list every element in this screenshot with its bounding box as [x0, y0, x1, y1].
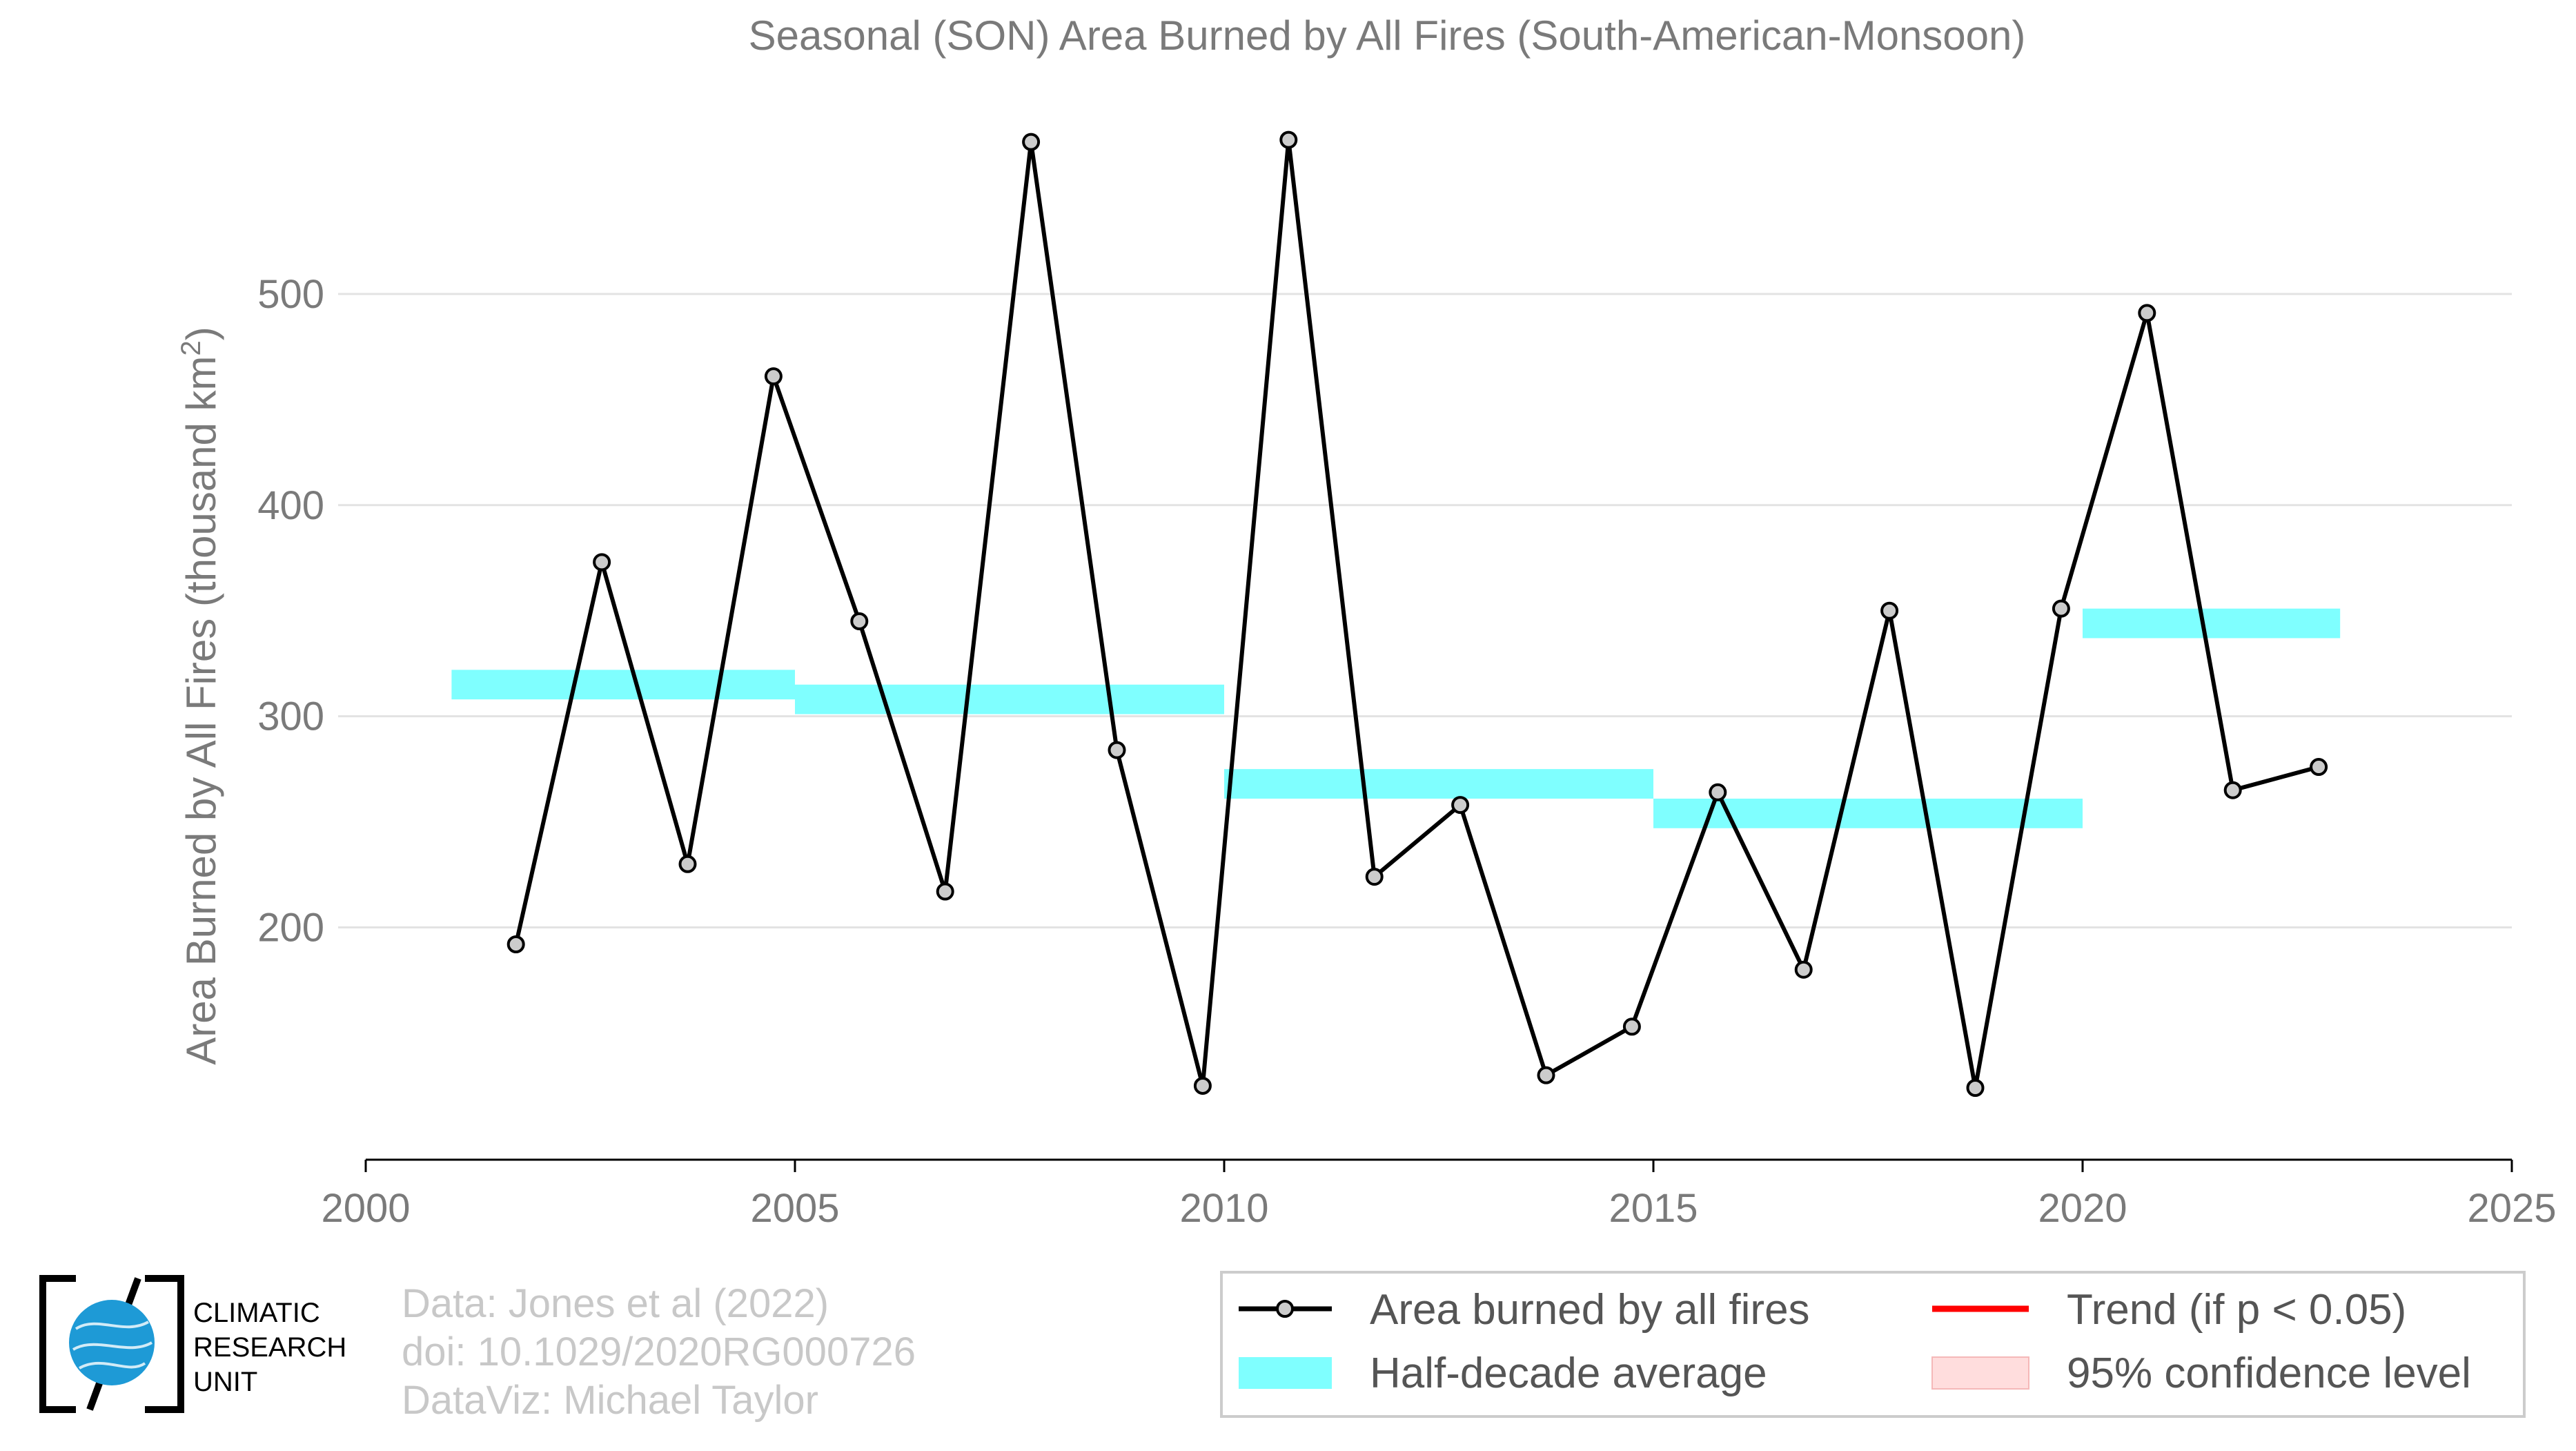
y-axis-label-close: ) — [178, 327, 224, 340]
data-point-11 — [1451, 796, 1470, 815]
data-point-7 — [1108, 741, 1126, 759]
data-point-2 — [678, 855, 697, 873]
chart-title: Seasonal (SON) Area Burned by All Fires … — [749, 12, 2026, 59]
logo-line-1: CLIMATIC — [193, 1298, 320, 1328]
legend: Area burned by all fires Trend (if p < 0… — [1220, 1271, 2526, 1418]
data-point-3 — [764, 367, 783, 386]
data-point-0 — [507, 935, 525, 953]
half-decade-band-4 — [2083, 608, 2341, 639]
logo-line-3: UNIT — [193, 1367, 257, 1397]
x-tick-label-2000: 2000 — [321, 1186, 410, 1231]
data-point-10 — [1365, 868, 1384, 886]
data-point-20 — [2223, 781, 2242, 799]
data-point-4 — [850, 612, 869, 630]
data-point-9 — [1279, 130, 1298, 149]
legend-label-half-decade: Half-decade average — [1370, 1350, 1767, 1397]
credit-dataviz: DataViz: Michael Taylor — [402, 1378, 818, 1423]
data-point-8 — [1193, 1076, 1212, 1095]
data-point-14 — [1709, 783, 1727, 801]
y-axis-label-main: Area Burned by All Fires (thousand km — [178, 356, 224, 1065]
data-point-5 — [936, 882, 954, 901]
y-tick-label-400: 400 — [257, 483, 324, 528]
data-point-12 — [1537, 1066, 1555, 1084]
data-point-13 — [1622, 1017, 1641, 1036]
logo-line-2: RESEARCH — [193, 1332, 346, 1363]
half-decade-band-1 — [795, 684, 1224, 714]
legend-box — [1220, 1271, 2526, 1418]
data-point-18 — [2052, 599, 2070, 618]
y-tick-label-500: 500 — [257, 272, 324, 317]
y-axis-label-sup: 2 — [176, 340, 206, 356]
y-axis-ticks: 200 300 400 500 — [257, 272, 324, 951]
area-burned-line — [513, 137, 2319, 1090]
legend-swatch-half-decade — [1239, 1357, 1332, 1389]
half-decade-band-3 — [1653, 798, 2083, 828]
x-tick-label-2005: 2005 — [750, 1186, 839, 1231]
x-tick-label-2025: 2025 — [2467, 1186, 2556, 1231]
y-axis-label: Area Burned by All Fires (thousand km2) — [176, 327, 224, 1064]
data-point-16 — [1880, 601, 1899, 620]
y-tick-label-200: 200 — [257, 906, 324, 951]
legend-swatch-confidence — [1931, 1356, 2029, 1390]
cru-logo: CLIMATIC RESEARCH UNIT — [39, 1275, 346, 1413]
legend-label-confidence: 95% confidence level — [2067, 1350, 2471, 1397]
legend-label-area-burned: Area burned by all fires — [1370, 1286, 1810, 1334]
data-point-15 — [1794, 960, 1813, 979]
globe-icon — [69, 1300, 155, 1385]
legend-marker-area-burned — [1276, 1300, 1294, 1318]
area-burned-series — [507, 130, 2328, 1097]
globe-lines — [72, 1321, 153, 1370]
half-decade-band-0 — [451, 670, 795, 700]
half-decade-band-2 — [1224, 769, 1653, 799]
data-point-1 — [593, 553, 611, 572]
legend-label-trend: Trend (if p < 0.05) — [2067, 1286, 2406, 1334]
logo-bracket-right — [145, 1275, 184, 1413]
x-tick-label-2020: 2020 — [2038, 1186, 2127, 1231]
credit-data-source: Data: Jones et al (2022) — [402, 1281, 829, 1326]
data-point-6 — [1022, 133, 1041, 151]
logo-bracket-left — [39, 1275, 76, 1413]
data-point-17 — [1966, 1079, 1985, 1097]
data-point-21 — [2310, 758, 2328, 777]
gridlines — [338, 293, 2512, 929]
x-tick-label-2010: 2010 — [1179, 1186, 1268, 1231]
data-point-19 — [2138, 304, 2156, 322]
credit-doi: doi: 10.1029/2020RG000726 — [402, 1330, 916, 1374]
half-decade-average-bands — [451, 608, 2341, 828]
y-tick-label-300: 300 — [257, 694, 324, 739]
x-tick-label-2015: 2015 — [1609, 1186, 1698, 1231]
x-axis: 2000 2005 2010 2015 2020 2025 — [321, 1158, 2557, 1231]
